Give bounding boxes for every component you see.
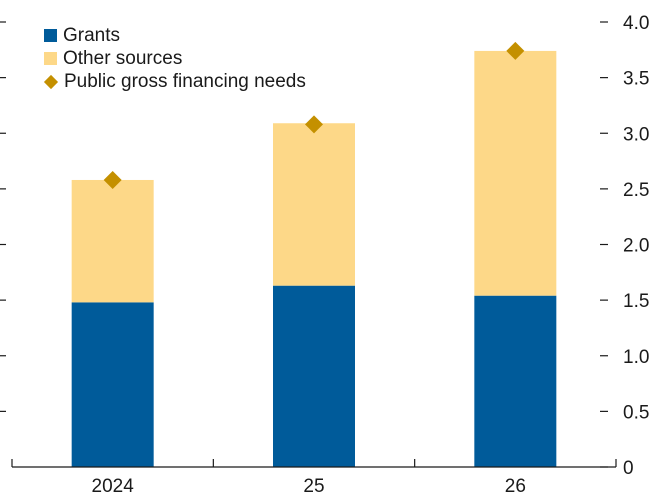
y-tick-label: 4.0 — [623, 13, 649, 34]
y-tick-label: 3.0 — [623, 124, 649, 145]
marker-gross-financing-25 — [305, 115, 323, 134]
legend: Grants Other sources Public gross financin… — [43, 24, 306, 93]
bar-grants-26 — [474, 295, 557, 467]
marker-gross-financing-26 — [506, 41, 525, 60]
legend-label: Other sources — [63, 48, 183, 69]
y-tick-label: 1.0 — [623, 347, 649, 368]
y-tick-label: 0 — [623, 458, 634, 479]
bar-other-sources-25 — [273, 123, 355, 286]
y-tick-label: 0.5 — [623, 402, 649, 423]
bar-grants-2024 — [71, 302, 154, 467]
legend-label: Grants — [63, 25, 121, 46]
legend-item: Public gross financing needs — [43, 70, 306, 93]
bar-other-sources-26 — [474, 50, 557, 296]
x-tick-label: 25 — [303, 476, 324, 493]
y-tick-label: 1.5 — [623, 291, 649, 312]
legend-swatch — [44, 52, 57, 65]
y-tick-label: 3.5 — [623, 69, 649, 90]
x-tick-label: 26 — [505, 476, 526, 493]
legend-label: Public gross financing needs — [64, 71, 306, 92]
legend-item: Grants — [44, 24, 306, 47]
bar-grants-25 — [273, 285, 355, 467]
y-tick-label: 2.5 — [623, 180, 649, 201]
y-tick-label: 2.0 — [623, 236, 649, 257]
bar-other-sources-2024 — [71, 179, 154, 303]
marker-gross-financing-2024 — [103, 170, 122, 189]
legend-diamond-icon — [43, 74, 59, 89]
legend-item: Other sources — [44, 47, 306, 70]
x-tick-label: 2024 — [92, 476, 135, 493]
legend-swatch — [44, 29, 57, 42]
